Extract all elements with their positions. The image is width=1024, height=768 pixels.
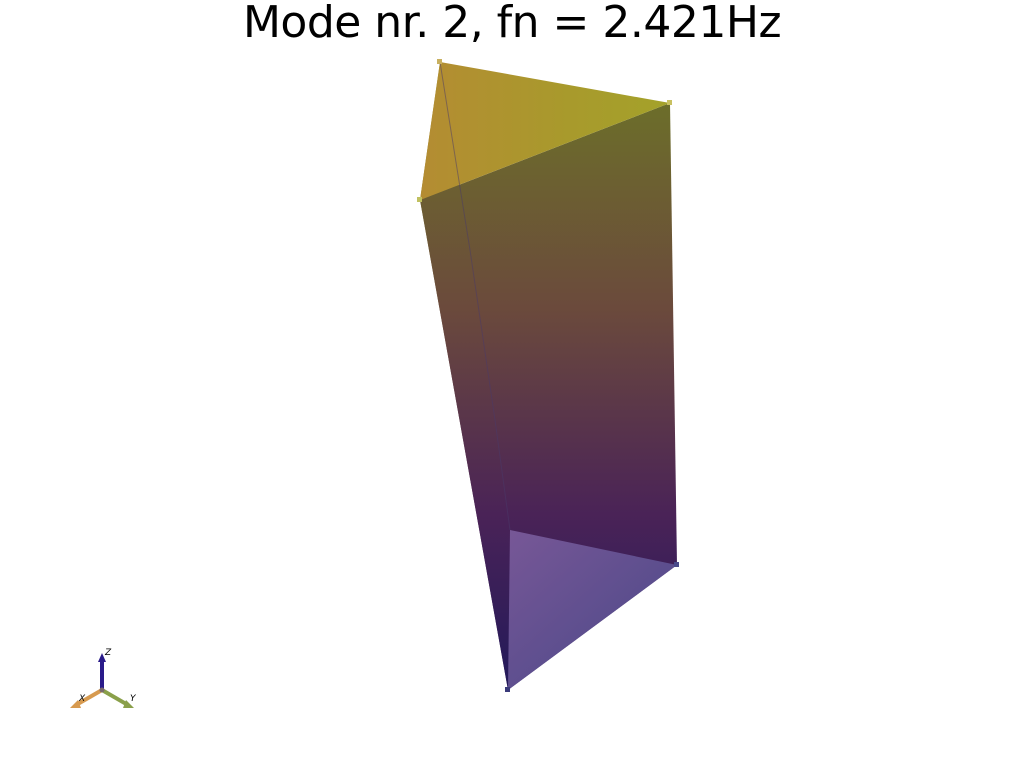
mode-shape-prism bbox=[417, 59, 679, 692]
node-marker bbox=[667, 100, 672, 105]
orientation-axes-widget: Z X Y bbox=[70, 648, 137, 708]
prism-inner-edge bbox=[439, 61, 511, 531]
z-axis-arrow-icon bbox=[98, 653, 106, 662]
x-axis-line bbox=[75, 688, 103, 707]
prism-bottom-face bbox=[508, 530, 677, 690]
prism-front-face bbox=[420, 103, 677, 690]
y-axis-arrow-icon bbox=[123, 700, 134, 708]
axes-origin bbox=[99, 687, 105, 693]
node-marker bbox=[674, 562, 679, 567]
y-axis-line bbox=[101, 688, 129, 707]
y-axis-label: Y bbox=[130, 694, 137, 704]
prism-top-face bbox=[420, 62, 670, 200]
node-marker bbox=[437, 59, 442, 64]
plot-title: Mode nr. 2, fn = 2.421Hz bbox=[242, 0, 782, 48]
z-axis-label: Z bbox=[104, 648, 112, 658]
node-marker bbox=[417, 197, 422, 202]
x-axis-arrow-icon bbox=[70, 700, 81, 708]
x-axis-label: X bbox=[78, 694, 86, 704]
node-marker bbox=[505, 687, 510, 692]
